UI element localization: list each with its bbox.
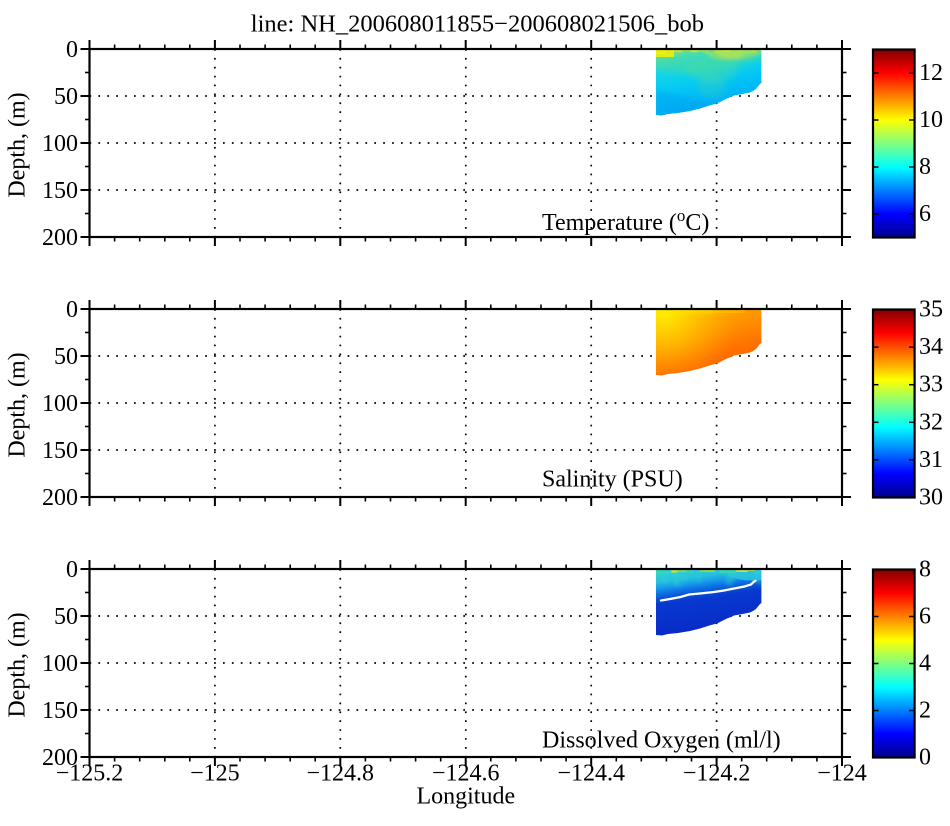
svg-text:200: 200: [42, 745, 78, 771]
svg-text:32: 32: [919, 409, 943, 435]
svg-text:Depth, (m): Depth, (m): [5, 92, 31, 197]
svg-text:35: 35: [919, 297, 943, 323]
svg-text:−124.6: −124.6: [432, 761, 500, 787]
svg-text:Salinity (PSU): Salinity (PSU): [542, 467, 683, 493]
svg-text:0: 0: [66, 297, 78, 323]
svg-text:34: 34: [919, 334, 943, 360]
svg-text:150: 150: [42, 438, 78, 464]
svg-text:8: 8: [919, 154, 931, 180]
svg-text:0: 0: [66, 557, 78, 583]
svg-text:8: 8: [919, 557, 931, 583]
svg-text:50: 50: [54, 344, 78, 370]
svg-text:50: 50: [54, 84, 78, 110]
svg-text:−124.4: −124.4: [557, 761, 625, 787]
svg-text:6: 6: [919, 604, 931, 630]
svg-text:−124.2: −124.2: [683, 761, 751, 787]
svg-text:33: 33: [919, 372, 943, 398]
svg-text:31: 31: [919, 447, 943, 473]
svg-text:200: 200: [42, 485, 78, 511]
svg-text:150: 150: [42, 698, 78, 724]
svg-text:Depth, (m): Depth, (m): [5, 352, 31, 457]
svg-text:−125: −125: [190, 761, 240, 787]
svg-text:12: 12: [919, 60, 943, 86]
svg-text:30: 30: [919, 485, 943, 511]
svg-text:150: 150: [42, 178, 78, 204]
svg-text:−125.2: −125.2: [56, 761, 124, 787]
svg-text:−124: −124: [817, 761, 867, 787]
svg-text:50: 50: [54, 604, 78, 630]
svg-text:−124.8: −124.8: [307, 761, 375, 787]
svg-text:6: 6: [919, 201, 931, 227]
svg-text:2: 2: [919, 698, 931, 724]
svg-text:Depth, (m): Depth, (m): [5, 612, 31, 717]
svg-text:line: NH_200608011855−20060802: line: NH_200608011855−200608021506_bob: [251, 11, 704, 38]
svg-text:100: 100: [42, 651, 78, 677]
svg-text:100: 100: [42, 391, 78, 417]
svg-text:0: 0: [919, 745, 931, 771]
svg-text:0: 0: [66, 37, 78, 63]
svg-text:10: 10: [919, 107, 943, 133]
svg-text:Dissolved Oxygen (ml/l): Dissolved Oxygen (ml/l): [542, 728, 781, 754]
svg-text:200: 200: [42, 225, 78, 251]
svg-text:100: 100: [42, 131, 78, 157]
svg-text:Longitude: Longitude: [416, 784, 515, 810]
svg-text:4: 4: [919, 651, 931, 677]
